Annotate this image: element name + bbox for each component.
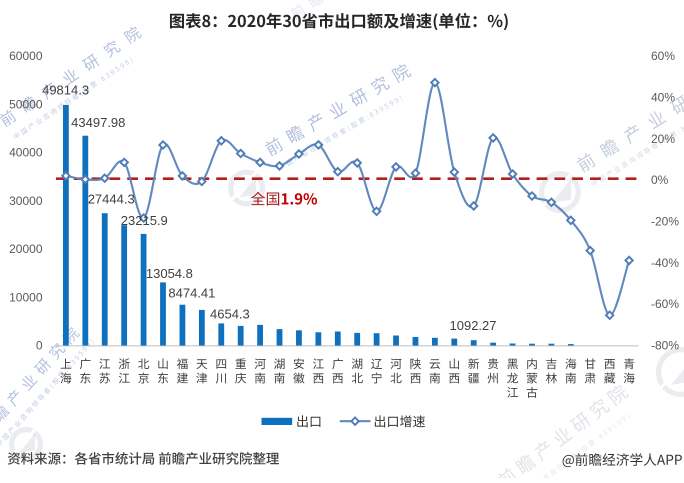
- svg-text:-40%: -40%: [651, 256, 679, 270]
- svg-text:0: 0: [36, 339, 43, 353]
- svg-text:30000: 30000: [9, 194, 43, 208]
- svg-text:49814.3: 49814.3: [42, 83, 89, 98]
- svg-text:13054.8: 13054.8: [146, 266, 193, 281]
- svg-text:27444.3: 27444.3: [88, 192, 135, 207]
- svg-text:-60%: -60%: [651, 297, 679, 311]
- svg-text:-20%: -20%: [651, 215, 679, 229]
- svg-text:0%: 0%: [651, 173, 669, 187]
- svg-text:10000: 10000: [9, 290, 43, 304]
- svg-text:60000: 60000: [9, 49, 43, 63]
- svg-text:-80%: -80%: [651, 339, 679, 353]
- svg-text:40000: 40000: [9, 146, 43, 160]
- svg-text:8474.41: 8474.41: [168, 286, 215, 301]
- svg-text:60%: 60%: [651, 49, 675, 63]
- svg-text:43497.98: 43497.98: [71, 115, 125, 130]
- svg-text:23215.9: 23215.9: [121, 213, 168, 228]
- svg-text:1092.27: 1092.27: [450, 318, 497, 333]
- svg-text:4654.3: 4654.3: [210, 307, 250, 322]
- svg-text:20%: 20%: [651, 132, 675, 146]
- svg-text:20000: 20000: [9, 242, 43, 256]
- svg-text:50000: 50000: [9, 97, 43, 111]
- svg-text:40%: 40%: [651, 90, 675, 104]
